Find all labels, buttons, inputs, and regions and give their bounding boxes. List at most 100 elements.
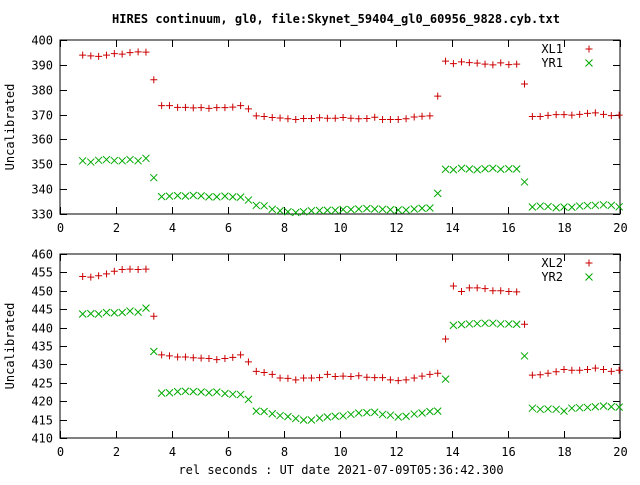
cross-point <box>118 308 127 317</box>
cross-point <box>583 201 592 210</box>
cross-point <box>276 411 284 420</box>
plus-point <box>331 373 339 381</box>
x-tick-label: 14 <box>445 221 459 235</box>
legend-label: XL1 <box>541 42 563 56</box>
plus-point <box>560 111 568 119</box>
cross-point <box>142 304 150 312</box>
y-tick-label: 330 <box>31 208 53 222</box>
cross-point <box>536 405 545 414</box>
cross-point <box>544 202 552 211</box>
legend-cross-marker <box>585 59 593 67</box>
plus-point <box>347 373 355 381</box>
cross-point <box>165 388 174 397</box>
plus-point <box>568 366 576 374</box>
plus-point <box>110 50 118 58</box>
plus-point <box>449 282 457 290</box>
cross-point <box>536 202 545 210</box>
plus-point <box>118 265 126 273</box>
plus-point <box>371 374 379 382</box>
y-tick-label: 450 <box>31 285 53 299</box>
cross-point <box>268 205 277 214</box>
cross-point <box>575 202 584 210</box>
plus-point <box>79 51 87 59</box>
cross-point <box>520 178 529 186</box>
cross-point <box>433 407 442 415</box>
plus-point <box>513 288 521 296</box>
plus-point <box>465 284 473 292</box>
y-tick-label: 415 <box>31 414 53 428</box>
plus-point <box>536 113 544 121</box>
plus-point <box>213 356 221 364</box>
cross-point <box>591 402 600 411</box>
plus-point <box>229 353 237 361</box>
cross-point <box>615 403 624 411</box>
y-tick-label: 420 <box>31 395 53 409</box>
y-tick-label: 410 <box>31 432 53 446</box>
plus-point <box>307 115 315 123</box>
cross-point <box>244 395 253 404</box>
cross-point <box>394 206 403 214</box>
cross-point <box>552 405 561 414</box>
cross-point <box>378 410 387 419</box>
x-tick-label: 10 <box>333 221 347 235</box>
plus-point <box>497 287 505 295</box>
bottom-panel: 410 415 420 425 430 435 440 445 450 455 460 0 2 4 6 8 10… <box>3 248 628 460</box>
cross-point <box>228 192 237 201</box>
cross-point <box>402 412 410 421</box>
plus-point <box>489 287 497 295</box>
y-axis-label: Uncalibrated <box>3 84 17 171</box>
cross-point <box>433 189 442 198</box>
plus-point <box>323 114 331 122</box>
plus-point <box>323 370 331 378</box>
cross-point <box>102 155 111 164</box>
x-tick-label: 8 <box>281 221 288 235</box>
cross-point <box>94 310 103 318</box>
x-tick-label: 4 <box>169 221 176 235</box>
cross-point <box>512 165 521 173</box>
cross-point <box>410 410 419 418</box>
cross-point <box>181 387 190 396</box>
cross-point <box>212 192 221 201</box>
cross-point <box>402 206 410 214</box>
plus-point <box>331 114 339 122</box>
legend-plus-marker <box>585 259 593 267</box>
plus-point <box>591 109 599 117</box>
cross-point <box>481 319 489 328</box>
cross-point <box>449 165 458 174</box>
cross-point <box>339 205 347 214</box>
cross-point <box>205 192 213 201</box>
cross-point <box>173 387 182 396</box>
legend-label: XL2 <box>541 256 563 270</box>
cross-point <box>552 203 561 212</box>
cross-point <box>339 412 347 420</box>
cross-point <box>126 307 134 315</box>
plus-point <box>118 50 126 58</box>
series-YR1 <box>78 154 624 217</box>
cross-point <box>331 412 340 421</box>
plus-point <box>189 104 197 112</box>
cross-point <box>78 156 87 165</box>
y-tick-label: 400 <box>31 34 53 48</box>
plus-point <box>568 111 576 119</box>
x-tick-label: 14 <box>445 445 459 459</box>
plus-point <box>268 370 276 378</box>
plus-point <box>158 351 166 359</box>
cross-point <box>473 165 482 174</box>
cross-point <box>489 164 497 173</box>
plus-point <box>102 270 110 278</box>
cross-point <box>560 203 568 211</box>
cross-point <box>86 309 95 318</box>
plus-point <box>300 374 308 382</box>
cross-point <box>449 321 458 330</box>
cross-point <box>78 310 87 318</box>
plus-point <box>307 374 315 382</box>
cross-point <box>142 154 150 163</box>
plus-point <box>552 368 560 376</box>
plus-point <box>142 265 150 273</box>
plus-point <box>284 115 292 123</box>
cross-point <box>386 411 395 420</box>
series-YR2 <box>78 304 624 424</box>
plus-point <box>150 312 158 320</box>
cross-point <box>86 158 95 166</box>
